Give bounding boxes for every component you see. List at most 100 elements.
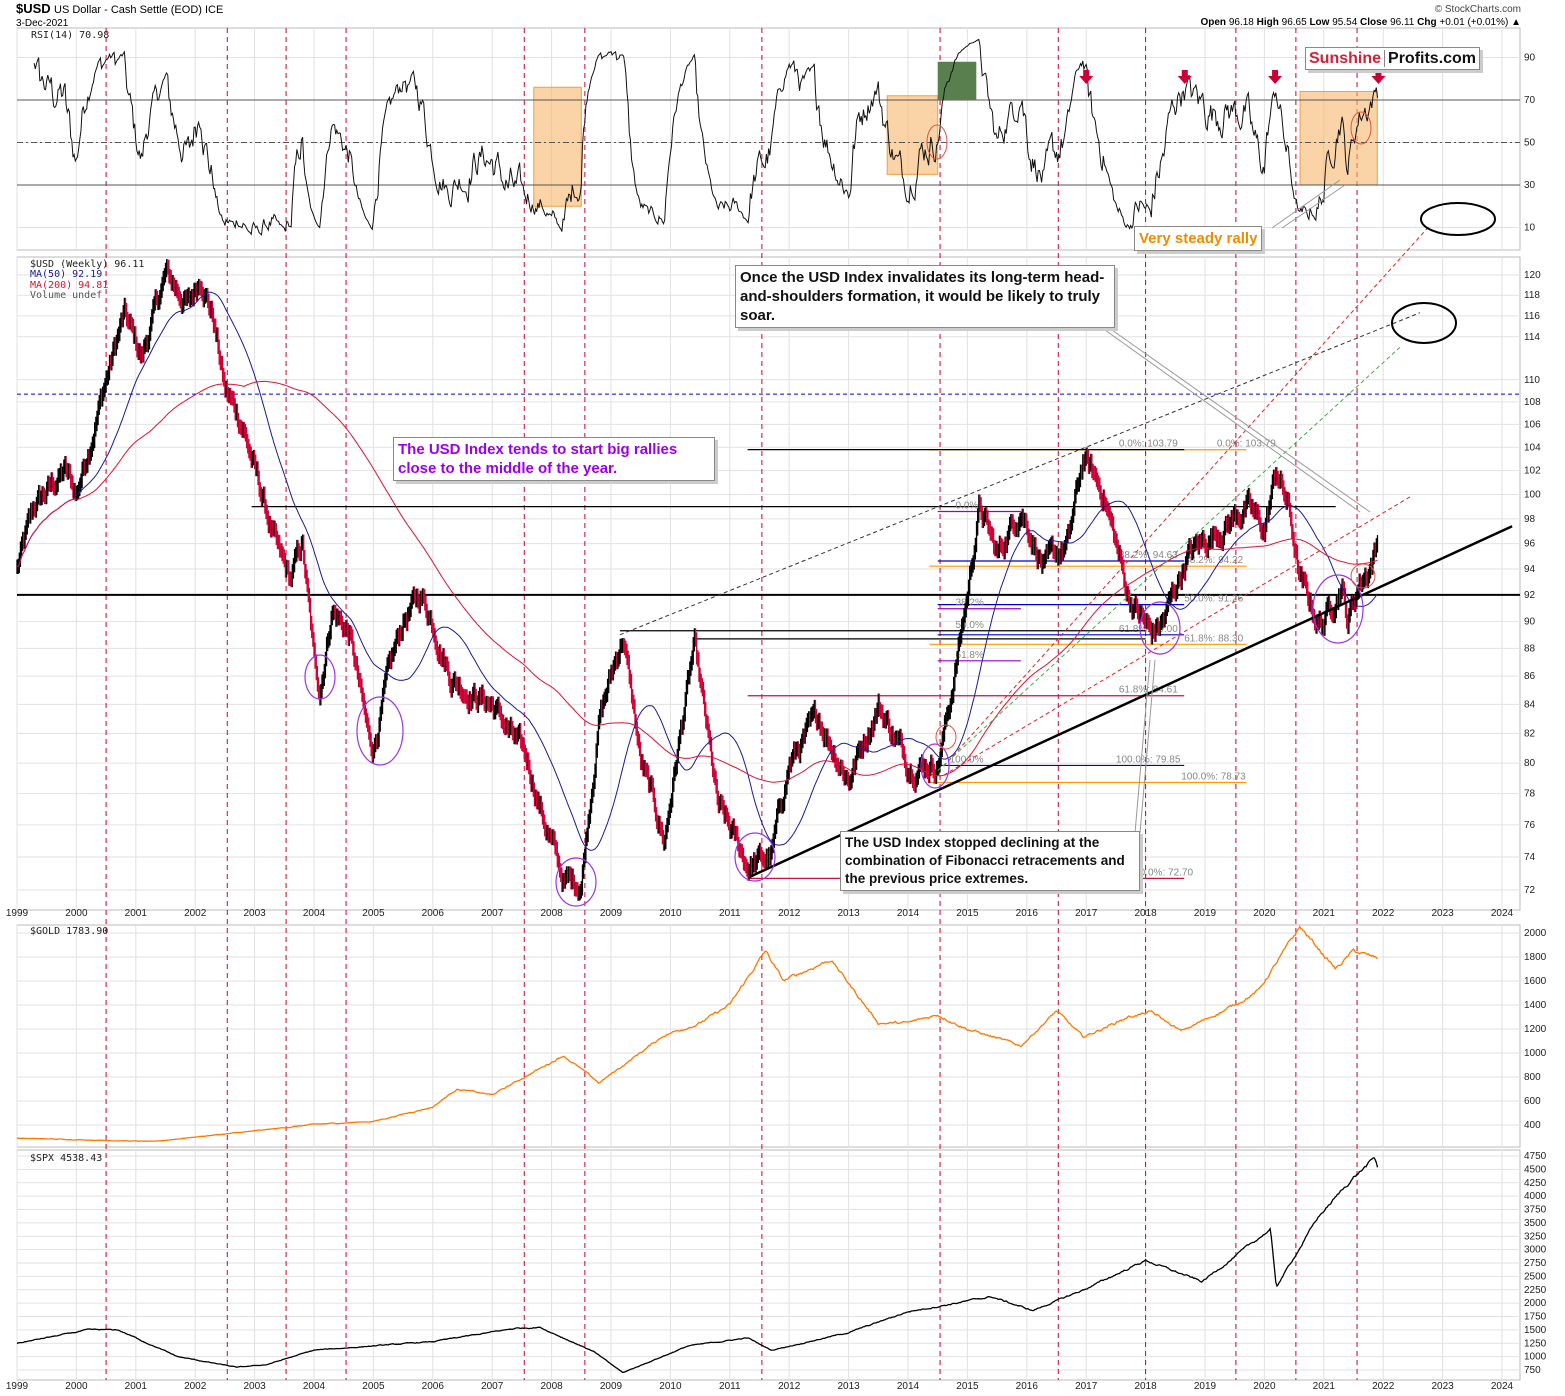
- callout-line: [1139, 659, 1156, 834]
- year-tick-label: 2004: [303, 1381, 326, 1392]
- trendline: [943, 225, 1430, 767]
- support-circle: [1139, 601, 1181, 655]
- trendline: [619, 312, 1421, 636]
- year-tick-label: 2001: [125, 908, 148, 919]
- fib-level-label: 0.0%: [956, 500, 979, 511]
- spx-legend: $SPX 4538.43: [30, 1153, 102, 1164]
- usd-tick-label: 114: [1524, 332, 1540, 343]
- gold-tick-label: 1200: [1524, 1024, 1547, 1035]
- usd-tick-label: 98: [1524, 514, 1536, 525]
- usd-tick-label: 90: [1524, 616, 1536, 627]
- usd-tick-label: 80: [1524, 758, 1536, 769]
- year-tick-label: 1999: [6, 908, 29, 919]
- rsi-highlight-box: [886, 95, 939, 175]
- year-tick-label: 1999: [6, 1381, 29, 1392]
- sell-arrow-icon: [1268, 70, 1283, 84]
- usd-tick-label: 120: [1524, 270, 1541, 281]
- usd-tick-label: 96: [1524, 539, 1536, 550]
- trendline: [749, 525, 1513, 878]
- year-tick-label: 2010: [659, 1381, 682, 1392]
- year-tick-label: 2000: [65, 1381, 88, 1392]
- gold-tick-label: 1000: [1524, 1048, 1547, 1059]
- chart-name: US Dollar - Cash Settle (EOD) ICE: [54, 4, 223, 16]
- gold-tick-label: 600: [1524, 1096, 1541, 1107]
- overlays: [304, 111, 1496, 907]
- year-tick-label: 2023: [1431, 908, 1454, 919]
- support-circle: [555, 857, 597, 907]
- usd-tick-label: 88: [1524, 643, 1536, 654]
- spx-tick-label: 3000: [1524, 1245, 1547, 1256]
- target-ellipse: [1391, 302, 1457, 344]
- year-tick-label: 2011: [719, 908, 741, 919]
- ma50-legend: MA(50) 92.19: [30, 269, 102, 280]
- year-tick-label: 2008: [540, 908, 563, 919]
- year-tick-label: 2003: [243, 1381, 266, 1392]
- spx-tick-label: 750: [1524, 1365, 1541, 1376]
- chart-date: 3-Dec-2021: [16, 18, 69, 29]
- spx-tick-label: 2000: [1524, 1298, 1547, 1309]
- ma200-legend: MA(200) 94.81: [30, 280, 108, 291]
- year-tick-label: 2008: [540, 1381, 563, 1392]
- rsi-highlight-box: [1299, 91, 1378, 186]
- gold-tick-label: 1800: [1524, 952, 1547, 963]
- rsi-legend: RSI(14) 70.98: [31, 30, 109, 41]
- year-tick-label: 2013: [837, 1381, 860, 1392]
- year-tick-label: 2013: [837, 908, 860, 919]
- sell-arrow-icon: [1079, 70, 1094, 84]
- chart-symbol: $USD: [16, 1, 51, 16]
- gold-tick-label: 800: [1524, 1072, 1541, 1083]
- grid: 90 70 50 30 10 72 74 76 78 80 82 84 86 88 90 92 94 96 98 10…: [6, 27, 1547, 1392]
- year-tick-label: 2006: [422, 908, 445, 919]
- chg-label: Chg: [1417, 17, 1436, 28]
- fib-level-label: 0.0%: 103.79: [1119, 439, 1178, 450]
- usd-tick-label: 74: [1524, 852, 1536, 863]
- callout-line: [1281, 184, 1346, 229]
- spx-tick-label: 4250: [1524, 1178, 1547, 1189]
- year-tick-label: 2019: [1194, 1381, 1217, 1392]
- callout-line: [1271, 179, 1341, 229]
- spx-line: [16, 1157, 1379, 1373]
- year-tick-label: 2021: [1313, 908, 1336, 919]
- usd-tick-label: 116: [1524, 311, 1540, 322]
- rsi-tick-label: 90: [1524, 53, 1536, 64]
- year-tick-label: 2014: [897, 1381, 920, 1392]
- highlight-circle: [935, 724, 957, 750]
- gold-tick-label: 2000: [1524, 928, 1547, 939]
- year-tick-label: 2005: [362, 908, 385, 919]
- target-ellipse: [1420, 202, 1496, 236]
- usd-tick-label: 86: [1524, 671, 1536, 682]
- support-circle: [920, 743, 950, 789]
- highlight-circle: [1350, 111, 1372, 145]
- year-tick-label: 2001: [125, 1381, 148, 1392]
- year-tick-label: 2009: [600, 1381, 623, 1392]
- year-tick-label: 2020: [1253, 1381, 1276, 1392]
- usd-panel: 0.0%: 103.790.0%: 103.790.0%38.2%: 94.63…: [16, 225, 1520, 901]
- spx-tick-label: 3750: [1524, 1205, 1547, 1216]
- year-tick-label: 2003: [243, 908, 266, 919]
- spx-tick-label: 1250: [1524, 1338, 1547, 1349]
- gold-tick-label: 1400: [1524, 1000, 1547, 1011]
- chg-value: +0.01 (+0.01%) ▲: [1439, 17, 1521, 28]
- high-label: High: [1257, 17, 1279, 28]
- year-tick-label: 2012: [778, 908, 801, 919]
- year-tick-label: 2016: [1016, 1381, 1039, 1392]
- usd-tick-label: 100: [1524, 490, 1541, 501]
- gold-panel: [16, 925, 1378, 1143]
- rsi-tick-label: 50: [1524, 138, 1536, 149]
- usd-tick-label: 84: [1524, 699, 1536, 710]
- annotation-fibonacci: The USD Index stopped declining at the c…: [840, 831, 1140, 891]
- rsi-tick-label: 10: [1524, 223, 1536, 234]
- fib-level-label: 100.0%: 78.73: [1181, 771, 1246, 782]
- year-tick-label: 2005: [362, 1381, 385, 1392]
- usd-tick-label: 94: [1524, 564, 1536, 575]
- year-tick-label: 2007: [481, 908, 504, 919]
- callout-line: [1111, 329, 1371, 513]
- year-tick-label: 2004: [303, 908, 326, 919]
- usd-tick-label: 92: [1524, 590, 1536, 601]
- year-tick-label: 2000: [65, 908, 88, 919]
- annotation-steady-rally: Very steady rally: [1134, 226, 1263, 251]
- fib-level-label: 38.2%: 94.22: [1184, 555, 1243, 566]
- spx-tick-label: 2250: [1524, 1285, 1547, 1296]
- year-tick-label: 2023: [1431, 1381, 1454, 1392]
- spx-tick-label: 2500: [1524, 1271, 1547, 1282]
